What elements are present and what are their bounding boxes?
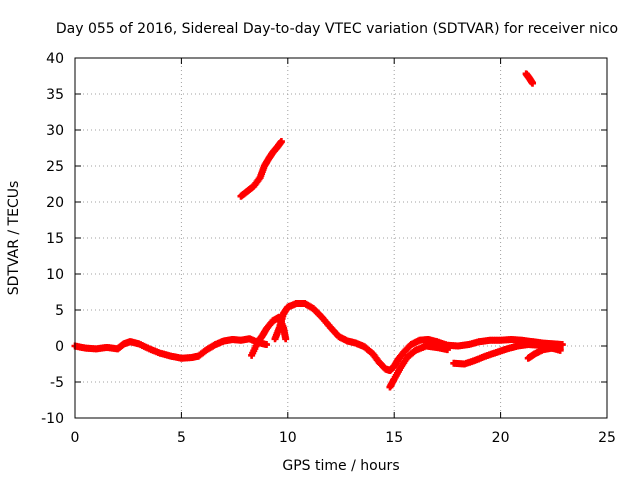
y-tick-label: 35 — [46, 87, 64, 103]
data-point — [443, 346, 451, 354]
x-tick-label: 10 — [279, 430, 297, 446]
x-tick-label: 0 — [71, 430, 80, 446]
y-tick-label: 30 — [46, 123, 64, 139]
series-segment-peak — [271, 300, 566, 374]
data-point — [556, 345, 564, 353]
y-tick-label: 0 — [55, 339, 64, 355]
data-points — [71, 70, 566, 391]
series-segment-20-28 — [237, 138, 285, 200]
y-tick-label: 40 — [46, 51, 64, 67]
series-segment-main — [71, 335, 271, 362]
y-tick-label: 10 — [46, 267, 64, 283]
plot-frame — [74, 57, 608, 419]
x-tick-label: 15 — [385, 430, 403, 446]
y-tick-label: 5 — [55, 303, 64, 319]
y-axis-title: SDTVAR / TECUs — [6, 181, 22, 296]
x-tick-label: 20 — [492, 430, 510, 446]
x-tick-label: 25 — [598, 430, 616, 446]
chart-title: Day 055 of 2016, Sidereal Day-to-day VTE… — [56, 21, 618, 37]
data-point — [529, 79, 537, 87]
x-tick-labels: 0 5 10 15 20 25 — [71, 430, 616, 446]
series-segment-36-38 — [522, 70, 537, 87]
y-tick-label: 20 — [46, 195, 64, 211]
x-tick-label: 5 — [177, 430, 186, 446]
data-point — [263, 341, 271, 349]
data-point — [277, 138, 285, 146]
y-tick-label: 25 — [46, 159, 64, 175]
x-axis-title: GPS time / hours — [282, 458, 399, 474]
data-point — [558, 341, 566, 349]
series-segment-dip — [386, 342, 451, 391]
y-tick-labels: -10 -5 0 5 10 15 20 25 30 35 40 — [41, 51, 64, 427]
y-tick-label: -5 — [50, 375, 64, 391]
y-tick-label: -10 — [41, 411, 64, 427]
grid — [75, 58, 607, 418]
data-point — [282, 335, 290, 343]
series-segment-late-upper — [524, 344, 564, 362]
y-tick-label: 15 — [46, 231, 64, 247]
